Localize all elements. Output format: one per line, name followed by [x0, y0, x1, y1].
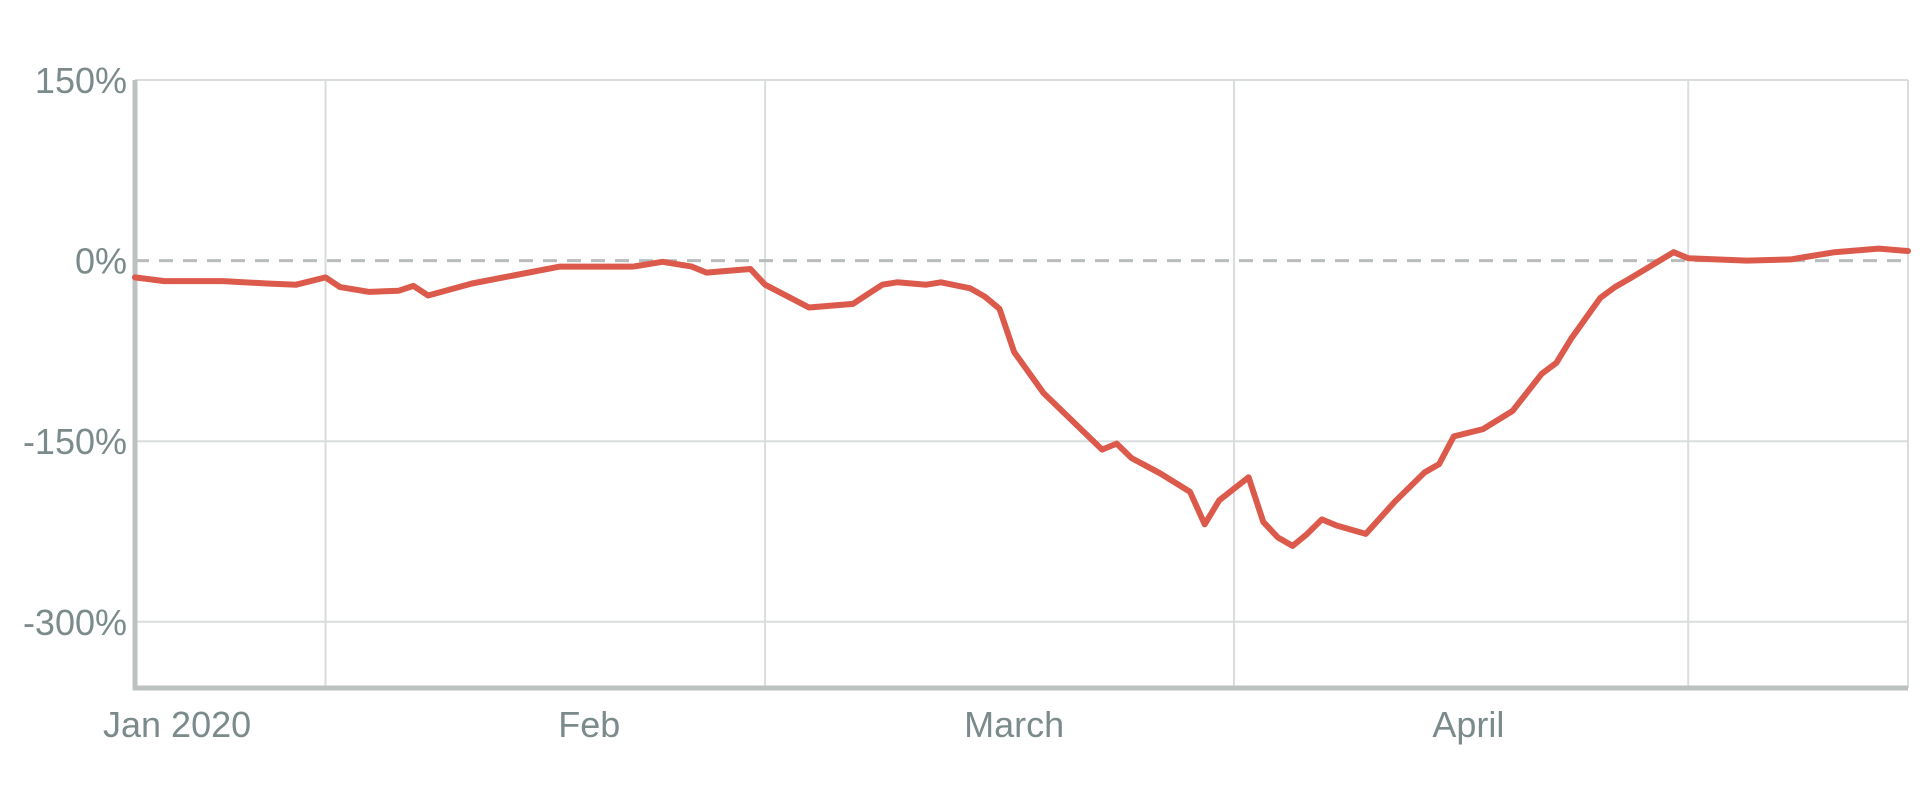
y-tick-label: -150% — [23, 421, 127, 462]
x-tick-label: April — [1432, 704, 1504, 745]
x-tick-label: Jan 2020 — [103, 704, 251, 745]
series-layer — [132, 245, 1911, 549]
y-tick-label: 150% — [35, 60, 127, 101]
y-tick-label: -300% — [23, 602, 127, 643]
series-line-0 — [132, 245, 1911, 549]
axis-layer — [132, 80, 1908, 691]
y-tick-label: 0% — [75, 241, 127, 282]
tick-label-layer: 150% 0% -150% -300% Jan 2020 Feb March April — [23, 60, 1504, 745]
grid-layer — [135, 79, 1909, 688]
x-tick-label: Feb — [558, 704, 620, 745]
x-tick-label: March — [964, 704, 1064, 745]
